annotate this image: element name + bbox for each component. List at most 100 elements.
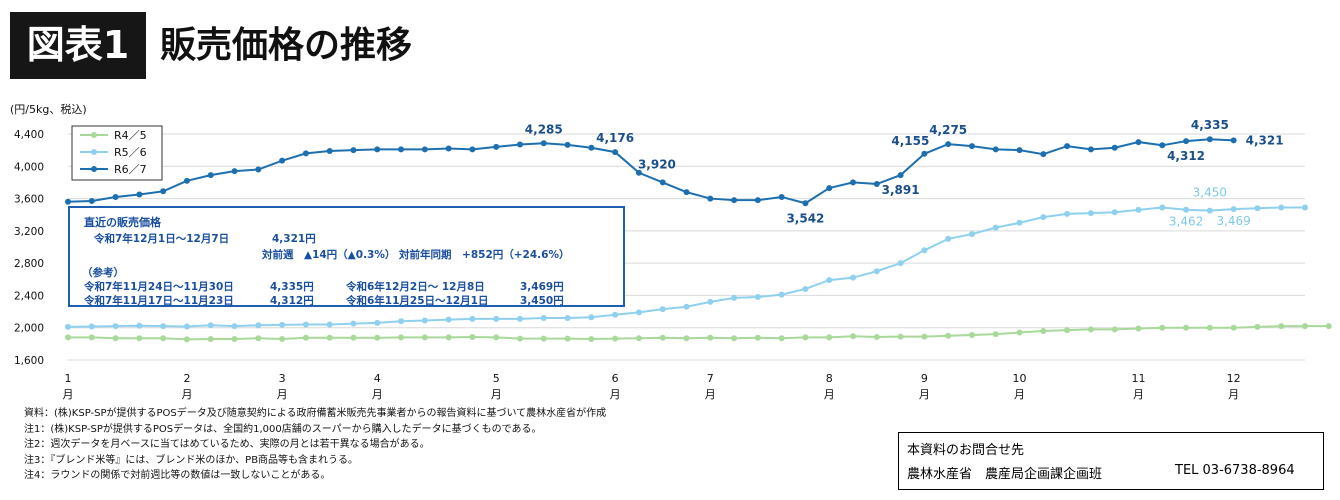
data-point: [683, 303, 690, 310]
info-current-price: 4,321円: [272, 233, 316, 245]
data-point: [1159, 324, 1166, 331]
x-tick-suffix: 月: [491, 388, 502, 401]
data-label: 3,542: [786, 211, 824, 225]
data-point: [136, 322, 143, 329]
x-tick-label: 1: [65, 372, 72, 385]
data-point: [350, 334, 357, 341]
data-point: [1064, 143, 1071, 150]
note-1: 注1：(株)KSP-SPが提供するPOSデータは、全国約1,000店舗のスーパー…: [24, 423, 542, 435]
data-point: [255, 322, 262, 329]
data-point: [279, 321, 286, 328]
data-point: [968, 143, 975, 150]
data-point: [1064, 327, 1071, 334]
data-point: [612, 335, 619, 342]
data-point: [564, 141, 571, 148]
data-point: [564, 315, 571, 322]
y-tick-label: 4,400: [14, 129, 44, 141]
price-line-chart: (円/5kg、税込) 4,400 4,000 3,600 3,200 2,800 2,40…: [10, 102, 1332, 401]
data-point: [255, 166, 262, 173]
info-ref1-prev-price: 3,469円: [520, 281, 564, 293]
data-point: [183, 336, 190, 343]
data-point: [279, 336, 286, 343]
info-ref1-price: 4,335円: [270, 281, 314, 293]
data-point: [612, 149, 619, 156]
data-point: [398, 318, 405, 325]
data-point: [374, 146, 381, 153]
y-tick-label: 1,600: [14, 355, 44, 367]
series-path: [67, 138, 1234, 205]
data-point: [65, 334, 71, 341]
data-label: 3,891: [882, 183, 920, 197]
data-point: [540, 315, 547, 322]
data-label: 4,285: [525, 122, 563, 136]
data-point: [493, 315, 500, 322]
data-point: [802, 334, 809, 341]
data-point: [1135, 139, 1142, 146]
data-point: [112, 323, 119, 330]
data-point: [207, 322, 214, 329]
data-point: [540, 140, 547, 147]
page-title: 販売価格の推移: [160, 25, 413, 66]
data-point: [1230, 137, 1237, 144]
info-ref1-period: 令和7年11月24日～11月30日: [84, 281, 234, 293]
data-point: [160, 323, 167, 330]
data-point: [1325, 323, 1332, 330]
x-tick-label: 10: [1013, 372, 1027, 385]
x-tick-suffix: 月: [1014, 388, 1025, 401]
data-point: [160, 335, 167, 342]
data-point: [802, 200, 809, 207]
data-point: [160, 188, 167, 195]
data-point: [1016, 147, 1023, 154]
data-point: [231, 168, 238, 175]
data-point: [754, 197, 761, 204]
contact-tel: TEL 03-6738-8964: [1175, 463, 1295, 478]
data-label: 3,450: [1193, 186, 1227, 200]
data-point: [754, 294, 761, 301]
data-point: [65, 323, 71, 330]
data-point: [1206, 136, 1213, 143]
data-point: [421, 334, 428, 341]
data-point: [731, 294, 738, 301]
data-point: [921, 247, 928, 254]
data-point: [707, 298, 714, 305]
x-tick-label: 12: [1227, 372, 1241, 385]
data-point: [564, 335, 571, 342]
data-point: [1087, 326, 1094, 333]
data-label: 3,920: [638, 158, 676, 172]
x-tick-suffix: 月: [372, 388, 383, 401]
x-tick-label: 4: [374, 372, 381, 385]
data-label: 3,462: [1169, 215, 1203, 229]
data-point: [707, 195, 714, 202]
data-point: [88, 197, 95, 204]
legend-marker: [91, 149, 97, 155]
data-point: [945, 332, 952, 339]
data-point: [1159, 142, 1166, 149]
data-point: [421, 146, 428, 153]
series-path: [68, 325, 1329, 341]
recent-price-info-box: 直近の販売価格 令和7年12月1日～12月7日 4,321円 対前週 ▲14円（…: [68, 206, 625, 307]
data-point: [445, 334, 452, 341]
data-point: [88, 334, 95, 341]
data-point: [207, 336, 214, 343]
info-ref2-price: 4,312円: [270, 295, 314, 307]
data-point: [707, 334, 714, 341]
data-point: [445, 316, 452, 323]
x-tick-suffix: 月: [824, 388, 835, 401]
data-label: 4,155: [891, 134, 929, 148]
data-point: [659, 334, 666, 341]
data-point: [1278, 204, 1285, 211]
data-point: [945, 235, 952, 242]
data-point: [897, 172, 904, 179]
series-line-2: [65, 204, 1308, 330]
x-tick-suffix: 月: [1133, 388, 1144, 401]
x-tick-label: 5: [493, 372, 500, 385]
data-point: [778, 291, 785, 298]
data-point: [731, 197, 738, 204]
data-point: [921, 333, 928, 340]
data-point: [1040, 214, 1047, 221]
data-point: [302, 321, 309, 328]
series-line-1: [65, 323, 1332, 343]
data-point: [326, 334, 333, 341]
data-point: [659, 306, 666, 313]
data-point: [88, 323, 95, 330]
